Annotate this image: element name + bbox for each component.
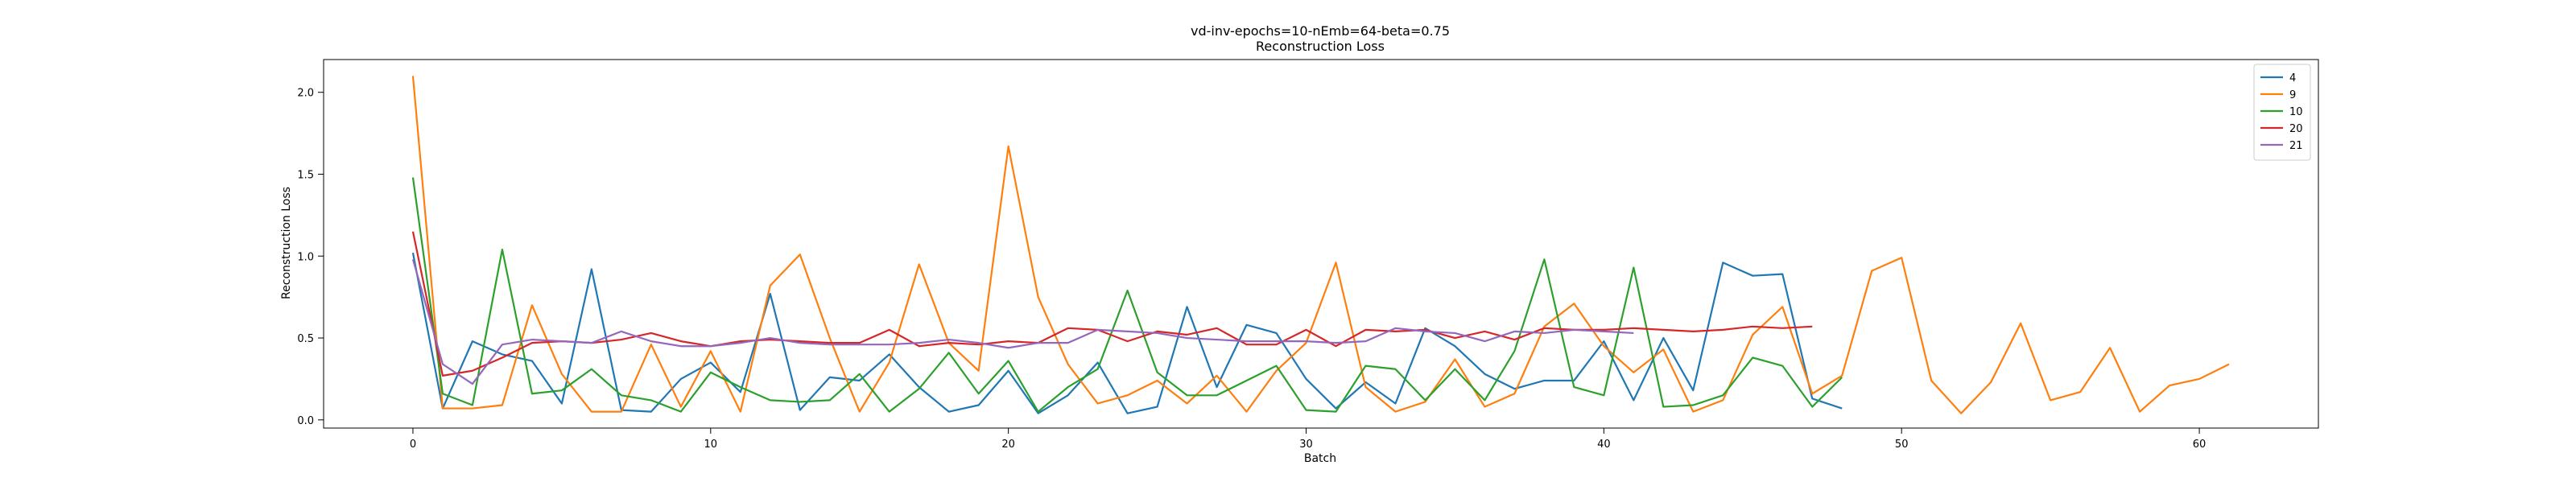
y-axis-label: Reconstruction Loss: [280, 187, 293, 299]
legend-label-20: 20: [2289, 123, 2303, 135]
x-tick-label: 40: [1597, 439, 1611, 451]
x-tick-label: 60: [2193, 439, 2207, 451]
y-tick-label: 0.5: [297, 333, 314, 345]
legend-label-21: 21: [2289, 140, 2303, 152]
x-axis-label: Batch: [1304, 452, 1336, 465]
legend-label-4: 4: [2289, 72, 2296, 84]
series-line-4: [411, 252, 1843, 414]
y-tick-label: 1.5: [297, 169, 314, 181]
series-line-20: [411, 231, 1813, 377]
y-tick-label: 0.0: [297, 415, 314, 427]
legend-box: [2253, 64, 2311, 161]
series-line-10: [411, 177, 1843, 413]
x-tick-label: 0: [410, 439, 416, 451]
chart-subtitle: Reconstruction Loss: [1256, 39, 1385, 54]
x-tick-label: 20: [1001, 439, 1015, 451]
series-lines: [411, 76, 2230, 414]
legend: 4 9 10 20 21: [2253, 64, 2311, 161]
axis-ticks: 0 10 20 30 40 50 60 0.0 0.5 1.0 1.5 2.0: [297, 88, 2206, 451]
y-tick-label: 2.0: [297, 88, 314, 100]
plot-frame: [323, 59, 2319, 429]
series-line-9: [411, 76, 2230, 414]
x-tick-label: 50: [1895, 439, 1909, 451]
series-line-21: [411, 259, 1634, 385]
y-tick-label: 1.0: [297, 251, 314, 263]
chart-title: vd-inv-epochs=10-nEmb=64-beta=0.75: [1191, 23, 1450, 39]
legend-label-10: 10: [2289, 106, 2303, 118]
x-tick-label: 10: [704, 439, 718, 451]
x-tick-label: 30: [1299, 439, 1313, 451]
legend-label-9: 9: [2289, 89, 2296, 101]
